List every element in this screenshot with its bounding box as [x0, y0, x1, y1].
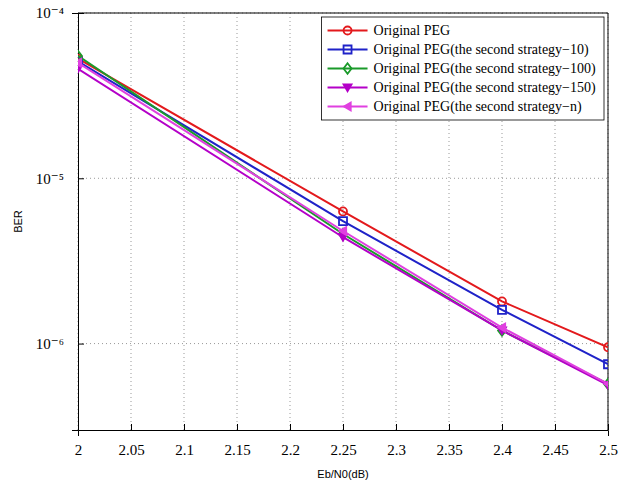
- grid-line-x: [237, 13, 238, 430]
- series-marker: [604, 379, 608, 389]
- legend-marker: [344, 84, 352, 91]
- legend-item: Original PEG(the second strategy−100): [328, 61, 596, 77]
- legend-item: Original PEG(the second strategy−10): [328, 42, 589, 58]
- x-tick-label: 2.4: [493, 442, 512, 458]
- series-marker: [604, 380, 608, 388]
- x-tick-label: 2.2: [281, 442, 300, 458]
- series-marker: [498, 297, 506, 305]
- x-tick-mark: [396, 424, 397, 430]
- y-tick-mark: [78, 344, 84, 345]
- grid-line-x: [131, 13, 132, 430]
- legend-swatch: [328, 30, 368, 32]
- series-line: [78, 61, 608, 364]
- grid-line-x: [290, 13, 291, 430]
- x-tick: 2.2: [281, 424, 300, 458]
- legend-label: Original PEG(the second strategy−100): [374, 61, 596, 77]
- x-axis-title: Eb/N0(dB): [317, 468, 368, 480]
- y-tick-label: 10⁻⁵: [36, 171, 64, 187]
- x-tick-label: 2.3: [387, 442, 406, 458]
- y-axis-line: [72, 14, 79, 431]
- x-tick-mark: [555, 424, 556, 430]
- chart: 2 2.05 2.1 2.15 2.2 2.25 2.3 2.35 2.4 2.45 2.5 10⁻⁶…: [0, 0, 623, 490]
- y-axis: 10⁻⁶ 10⁻⁵ 10⁻⁴: [36, 5, 84, 430]
- x-tick-mark: [237, 424, 238, 430]
- legend-item: Original PEG: [328, 23, 451, 38]
- grid: [78, 13, 608, 430]
- y-tick-label: 10⁻⁶: [36, 336, 64, 352]
- frame-top: [78, 13, 608, 14]
- x-tick-mark: [290, 424, 291, 430]
- series-marker: [604, 343, 608, 351]
- y-tick-mark: [78, 178, 84, 179]
- y-tick: 10⁻⁴: [36, 5, 84, 21]
- legend-label: Original PEG: [374, 23, 451, 38]
- x-tick: 2.3: [387, 424, 406, 458]
- x-tick-mark: [184, 424, 185, 430]
- y-tick: 10⁻⁵: [36, 171, 84, 187]
- legend-swatch: [328, 68, 368, 70]
- x-tick-mark: [449, 424, 450, 430]
- x-tick-label: 2.5: [599, 442, 618, 458]
- legend-label: Original PEG(the second strategy−10): [374, 42, 589, 58]
- x-tick-label: 2.05: [118, 442, 144, 458]
- x-tick-mark: [502, 424, 503, 430]
- plot-background: [78, 13, 608, 430]
- x-axis-line: [79, 431, 609, 437]
- x-tick: 2.25: [330, 424, 356, 458]
- x-tick-mark: [131, 424, 132, 430]
- series-marker: [339, 217, 347, 225]
- series-marker: [498, 324, 505, 332]
- x-tick: 2.1: [175, 424, 194, 458]
- grid-line-y: [78, 178, 608, 179]
- legend-item: Original PEG(the second strategy−n): [328, 99, 582, 115]
- series-marker: [339, 207, 347, 215]
- legend-marker: [344, 103, 351, 111]
- plot: 2 2.05 2.1 2.15 2.2 2.25 2.3 2.35 2.4 2.45 2.5 10⁻⁶…: [36, 5, 618, 457]
- legend-label: Original PEG(the second strategy−n): [374, 99, 582, 115]
- legend-marker: [344, 27, 352, 35]
- y-axis-title: BER: [12, 210, 24, 233]
- x-tick-label: 2.1: [175, 442, 194, 458]
- x-tick: 2.45: [542, 424, 568, 458]
- series-marker: [78, 59, 81, 67]
- grid-line-x: [184, 13, 185, 430]
- legend: Original PEG Original PEG(the second stra…: [322, 17, 604, 120]
- series-marker: [498, 306, 506, 314]
- series-marker: [604, 360, 608, 368]
- x-tick-label: 2.25: [330, 442, 356, 458]
- x-tick-label: 2.15: [224, 442, 250, 458]
- y-tick-label: 10⁻⁴: [36, 5, 64, 21]
- series-marker: [339, 227, 346, 235]
- x-tick: 2.15: [224, 424, 250, 458]
- grid-line-y: [78, 13, 608, 14]
- x-tick: 2.05: [118, 424, 144, 458]
- x-tick: 2.35: [436, 424, 462, 458]
- x-axis: 2 2.05 2.1 2.15 2.2 2.25 2.3 2.35 2.4 2.45 2.5: [75, 424, 618, 458]
- legend-marker: [344, 46, 352, 54]
- x-tick-label: 2: [75, 442, 83, 458]
- legend-label: Original PEG(the second strategy−150): [374, 80, 596, 96]
- legend-item: Original PEG(the second strategy−150): [328, 80, 596, 96]
- x-tick-label: 2.45: [542, 442, 568, 458]
- legend-box: [322, 17, 604, 120]
- x-tick: 2.4: [493, 424, 512, 458]
- legend-swatch: [328, 49, 368, 51]
- legend-marker: [344, 63, 352, 73]
- x-tick-mark: [343, 424, 344, 430]
- y-tick: 10⁻⁶: [36, 336, 84, 352]
- x-tick-label: 2.35: [436, 442, 462, 458]
